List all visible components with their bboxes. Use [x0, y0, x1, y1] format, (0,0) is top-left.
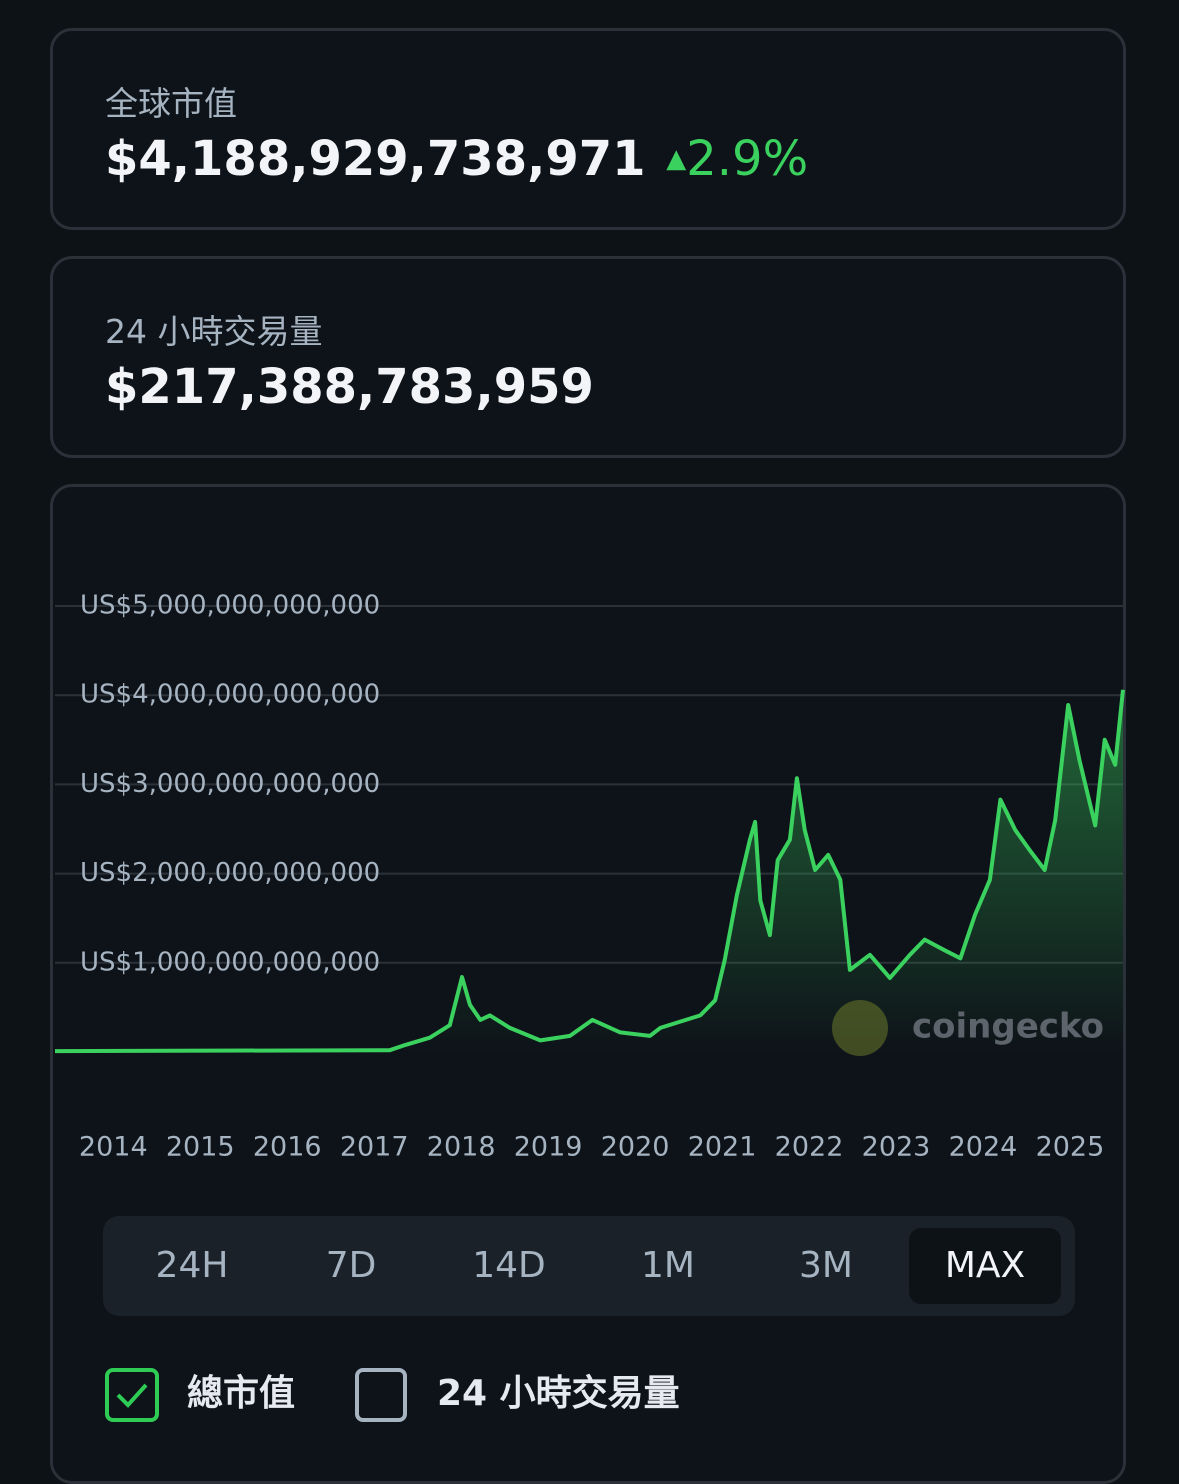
timeframe-button[interactable]: 7D — [326, 1245, 377, 1286]
checkbox-unchecked[interactable] — [355, 1368, 407, 1422]
y-tick-label: US$5,000,000,000,000 — [80, 591, 380, 621]
volume-card: 24 小時交易量 $217,388,783,959 — [50, 256, 1126, 458]
value: $4,188,929,738,971 — [105, 131, 646, 187]
checkbox-checked[interactable] — [105, 1368, 159, 1422]
timeframe-selected — [909, 1228, 1061, 1304]
x-tick-label: 2015 — [166, 1132, 235, 1163]
area-fill — [55, 689, 1123, 1052]
legend-label[interactable]: 總市值 — [187, 1373, 295, 1414]
line — [54, 689, 1125, 1054]
legend-label[interactable]: 24 小時交易量 — [437, 1372, 680, 1414]
x-tick-label: 2014 — [79, 1132, 148, 1163]
checkmark — [116, 1383, 148, 1408]
x-tick-label: 2017 — [340, 1132, 409, 1163]
x-tick-label: 2020 — [601, 1132, 670, 1163]
y-tick-label: US$2,000,000,000,000 — [80, 858, 380, 888]
x-tick-label: 2018 — [427, 1132, 496, 1163]
timeframe-bar — [103, 1216, 1075, 1316]
x-tick-label: 2025 — [1036, 1132, 1105, 1163]
watermark: coingecko — [912, 1007, 1104, 1047]
x-tick-label: 2019 — [514, 1132, 583, 1163]
up-arrow: ▲ — [666, 144, 687, 174]
y-tick-label: US$4,000,000,000,000 — [80, 680, 380, 710]
x-tick-label: 2022 — [775, 1132, 844, 1163]
timeframe-button[interactable]: 1M — [641, 1245, 695, 1286]
y-tick-label: US$1,000,000,000,000 — [80, 947, 380, 977]
market-cap-label: 全球市值 — [105, 84, 237, 123]
timeframe-button[interactable]: MAX — [945, 1245, 1025, 1286]
change: 2.9% — [686, 131, 809, 187]
market-cap-value: $4,188,929,738,971 ▲2.9% — [105, 131, 808, 187]
timeframe-button[interactable]: 3M — [799, 1245, 853, 1286]
chart-card — [50, 484, 1126, 1484]
x-tick-label: 2024 — [949, 1132, 1018, 1163]
market-cap-card: 全球市值 $4,188,929,738,971 ▲2.9% — [50, 28, 1126, 230]
volume-label: 24 小時交易量 — [105, 312, 323, 351]
y-tick-label: US$3,000,000,000,000 — [80, 769, 380, 799]
watermark-logo — [832, 1000, 888, 1056]
volume-value: $217,388,783,959 — [105, 359, 594, 415]
x-tick-label: 2021 — [688, 1132, 757, 1163]
x-tick-label: 2016 — [253, 1132, 322, 1163]
x-tick-label: 2023 — [862, 1132, 931, 1163]
timeframe-button[interactable]: 24H — [156, 1245, 229, 1286]
timeframe-button[interactable]: 14D — [472, 1245, 546, 1286]
